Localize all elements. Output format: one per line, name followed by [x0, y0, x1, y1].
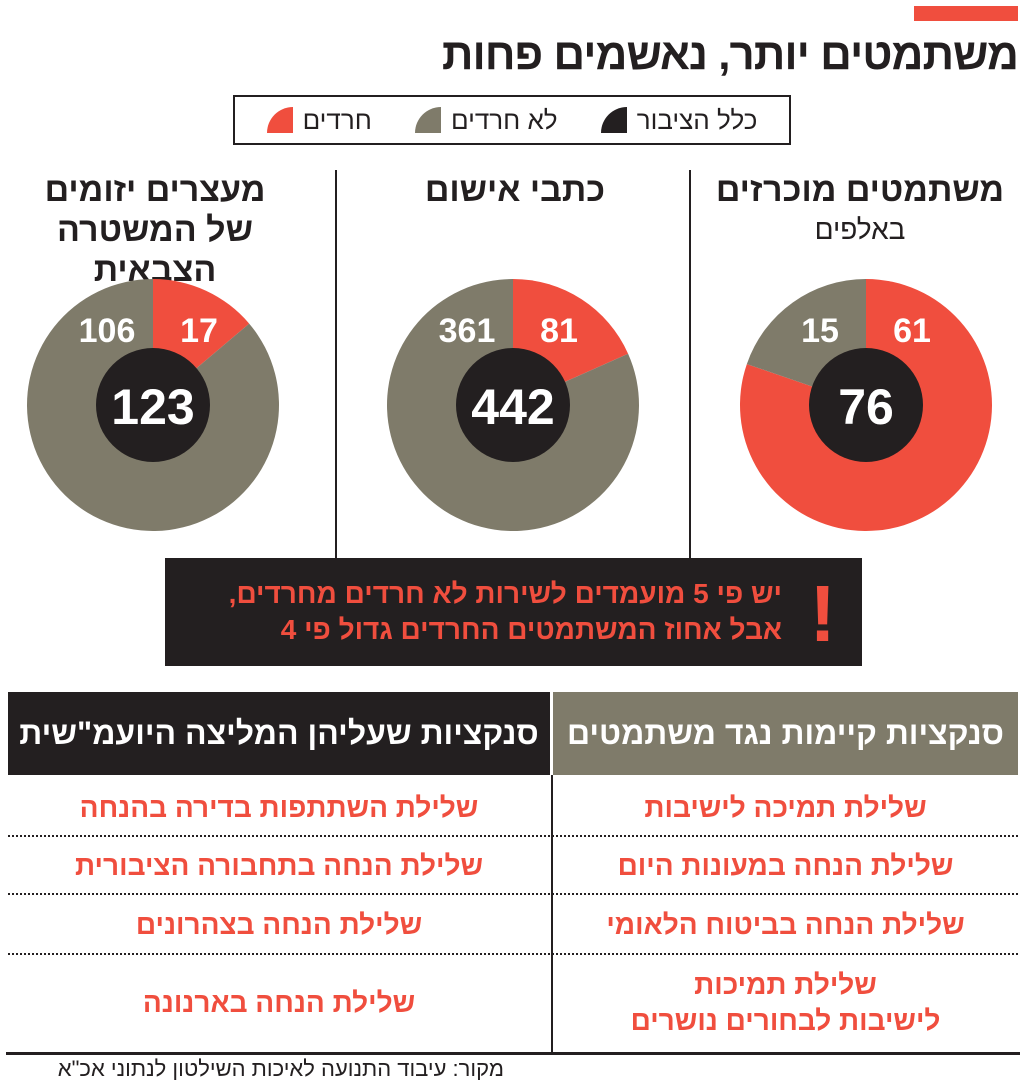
legend-label: לא חרדים [450, 104, 558, 135]
table-cell: שלילת הנחה בביטוח הלאומי [606, 908, 965, 940]
page-title: משתמטים יותר, נאשמים פחות [441, 30, 1019, 79]
legend-item-haredim: חרדים [266, 104, 372, 136]
table-cell: שלילת תמיכות לישיבות לבחורים נושרים [630, 969, 941, 1036]
source-note: מקור: עיבוד התנועה לאיכות השילטון לנתוני… [57, 1056, 504, 1081]
donut-charts: 76 61 15 442 81 361 123 17 106 [26, 279, 993, 531]
column-title: כתבי אישום [424, 171, 606, 209]
table-cell: שלילת השתתפות בדירה בהנחה [79, 791, 479, 823]
donut-center [456, 348, 570, 462]
table-cell: שלילת הנחה בתחבורה הציבורית [75, 849, 483, 881]
row-separator [8, 835, 1018, 837]
legend: חרדים לא חרדים כלל הציבור [233, 95, 791, 145]
slice-value-haredim: 61 [893, 312, 931, 350]
donut-total-label: 123 [111, 379, 194, 435]
table-header-recommended: סנקציות שעליהן המליצה היועמ"שית [8, 692, 550, 775]
table-cell: שלילת הנחה בארנונה [142, 987, 416, 1018]
legend-swatch [414, 107, 441, 133]
divider [689, 170, 691, 558]
row-separator [8, 953, 1018, 955]
column-title: משתמטים מוכרזים [715, 171, 1005, 209]
donut-total-label: 442 [471, 379, 554, 435]
table-divider [551, 775, 553, 1053]
table-cell: שלילת הנחה במעונות היום [617, 849, 954, 881]
bottom-rule [6, 1052, 1020, 1055]
accent-bar [914, 6, 1018, 21]
alert-line: יש פי 5 מועמדים לשירות לא חרדים מחרדים, [228, 578, 782, 609]
legend-swatch [600, 107, 627, 133]
row-separator [8, 893, 1018, 895]
slice-value-haredim: 81 [540, 312, 578, 350]
legend-label: חרדים [302, 104, 372, 135]
table-header-existing: סנקציות קיימות נגד משתמטים [553, 692, 1018, 775]
column-subtitle: באלפים [814, 214, 906, 245]
slice-value-non-haredim: 106 [79, 312, 136, 350]
legend-label: כלל הציבור [636, 104, 758, 135]
slice-value-haredim: 17 [180, 312, 218, 350]
donut-center [96, 348, 210, 462]
donut-center [809, 348, 923, 462]
legend-item-general-public: כלל הציבור [600, 104, 758, 136]
legend-item-non-haredim: לא חרדים [414, 104, 558, 136]
column-title-arrests: מעצרים יזומים של המשטרה הצבאית [20, 170, 290, 290]
divider [335, 170, 337, 558]
column-title-indictments: כתבי אישום [345, 170, 685, 210]
legend-swatch [266, 107, 293, 133]
slice-value-non-haredim: 15 [801, 312, 839, 350]
donut-total-label: 76 [838, 379, 894, 435]
table-cell: שלילת הנחה בצהרונים [135, 908, 423, 940]
table-cell: שלילת תמיכה לישיבות [644, 791, 927, 823]
slice-value-non-haredim: 361 [439, 312, 496, 350]
column-title: מעצרים יזומים של המשטרה הצבאית [44, 171, 266, 289]
column-title-draft-dodgers: משתמטים מוכרזים באלפים [700, 170, 1020, 250]
alert-line: אבל אחוז המשתמטים החרדים גדול פי 4 [280, 614, 782, 645]
exclamation-icon: ! [809, 569, 836, 658]
alert-box: ! יש פי 5 מועמדים לשירות לא חרדים מחרדים… [165, 558, 862, 666]
alert-text: יש פי 5 מועמדים לשירות לא חרדים מחרדים, … [229, 576, 782, 648]
